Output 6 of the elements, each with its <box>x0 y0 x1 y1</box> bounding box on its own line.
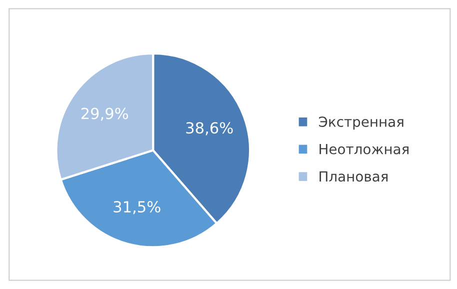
legend-label: Неотложная <box>320 144 408 154</box>
data-label: 31,5% <box>114 200 160 214</box>
legend-label: Экстренная <box>319 116 404 130</box>
legend-label: Плановая <box>320 171 388 182</box>
data-label: 29,9% <box>81 108 128 121</box>
data-label: 38,6% <box>186 122 233 136</box>
